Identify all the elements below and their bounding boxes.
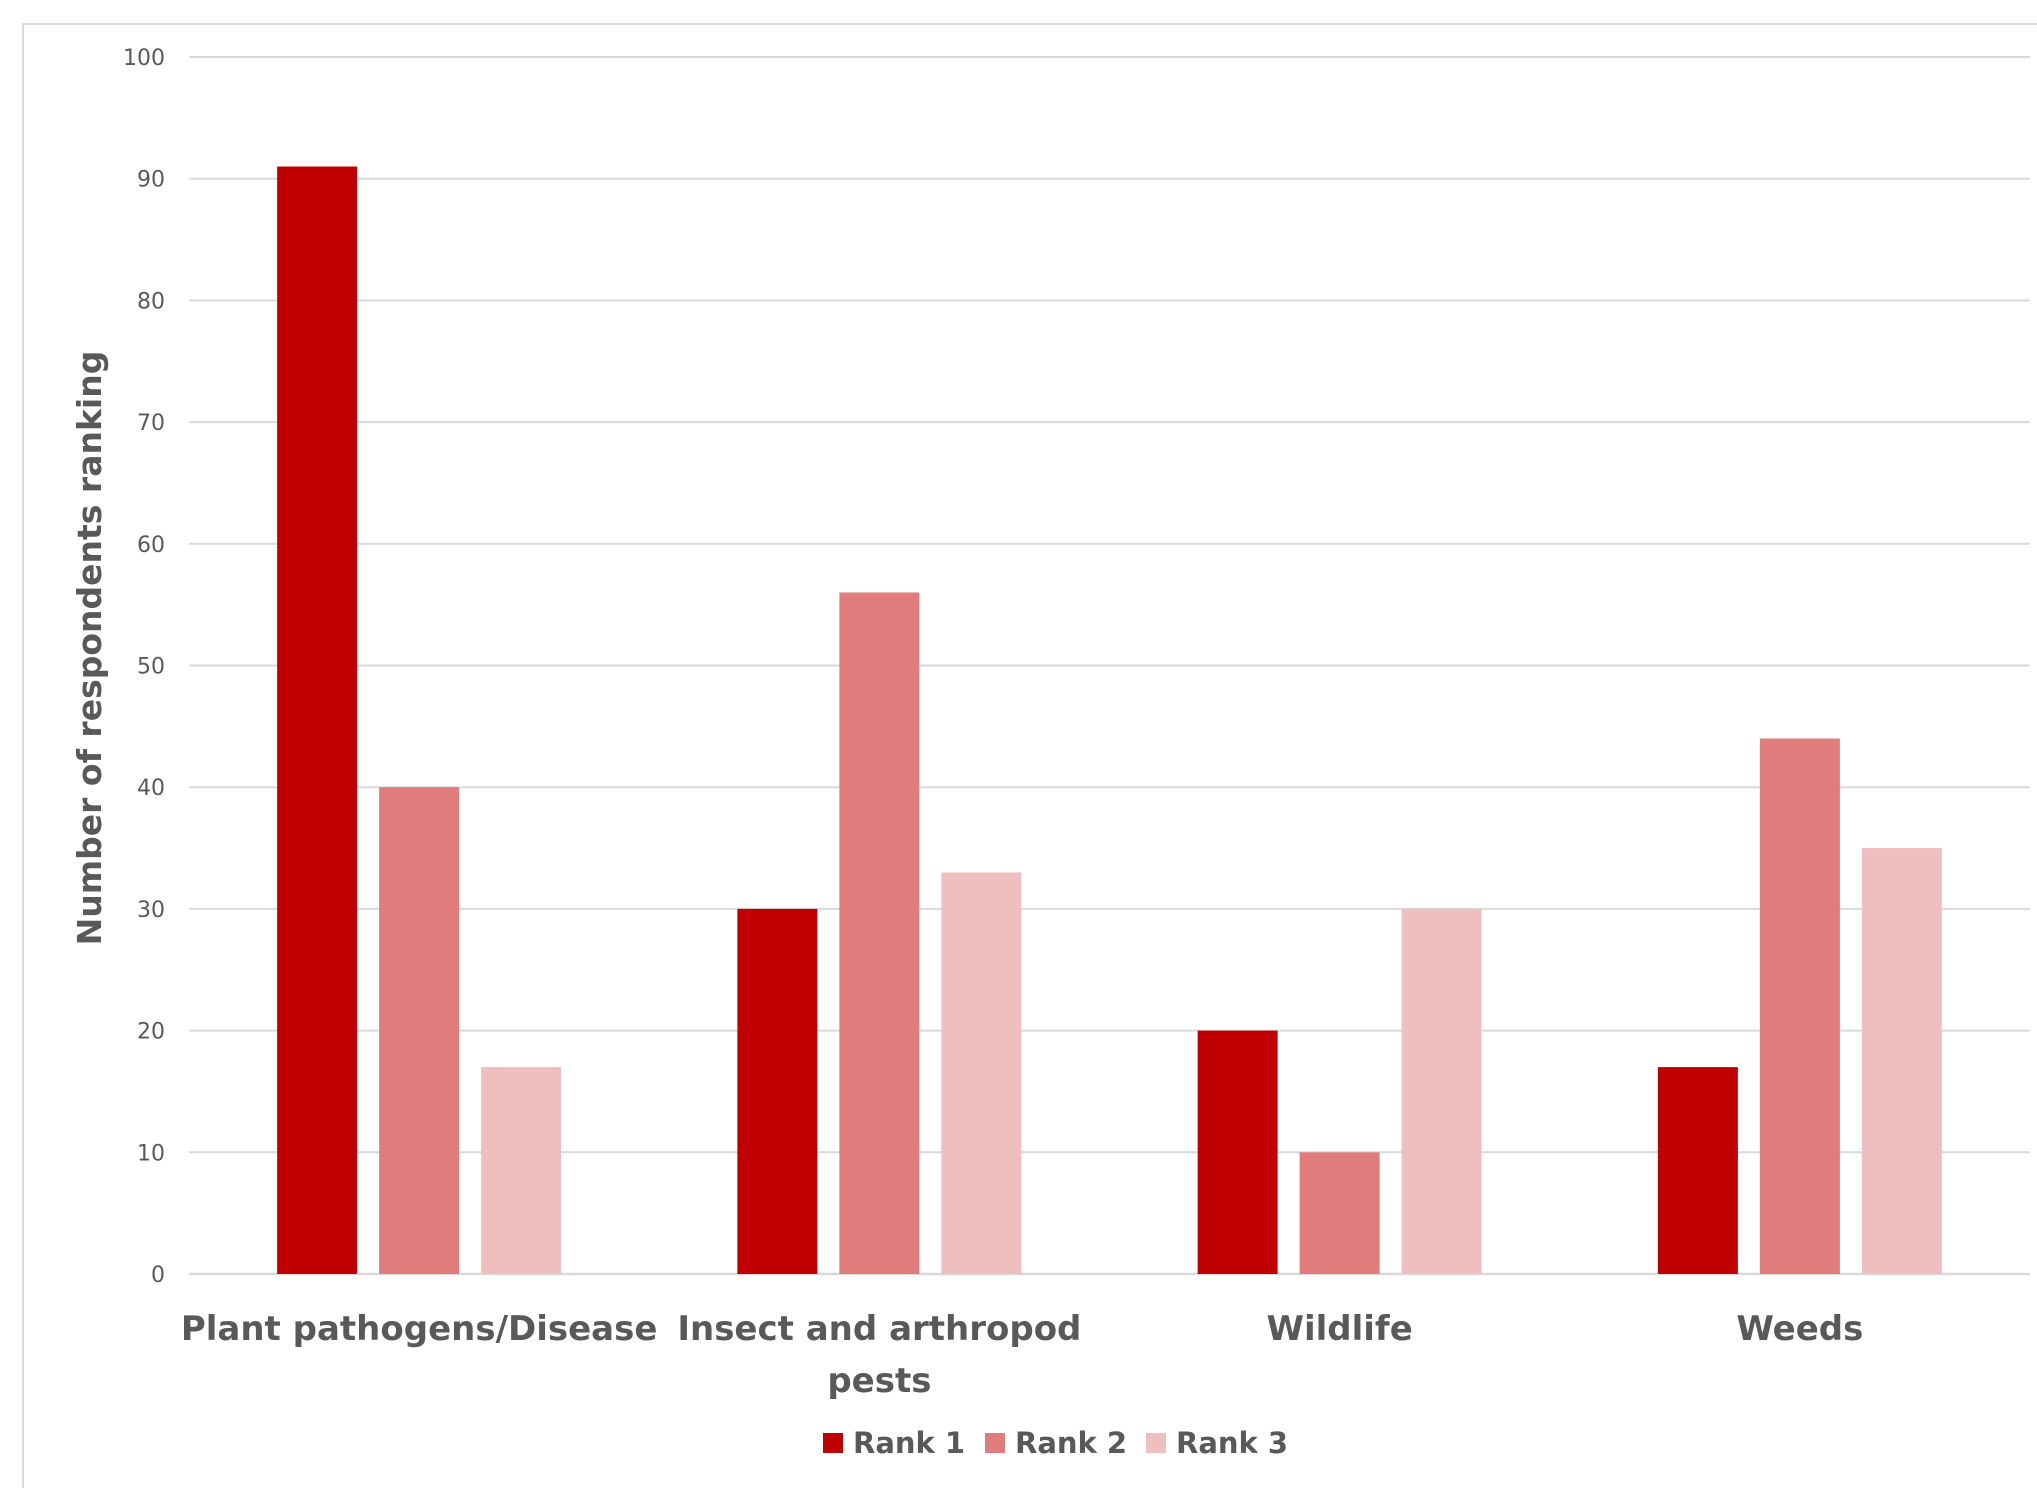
bar-rank-2	[839, 592, 920, 1274]
legend-swatch	[985, 1433, 1005, 1453]
x-category-label-line: Wildlife	[1266, 1309, 1412, 1349]
y-tick-label: 30	[137, 898, 165, 923]
y-tick-label: 80	[137, 289, 165, 314]
legend-swatch	[1146, 1433, 1166, 1453]
y-tick-label: 90	[137, 168, 165, 193]
y-axis-ticks: 0 10 20 30 40 50 60 70 80 90 100	[123, 46, 165, 1288]
x-category-label: Wildlife	[1266, 1309, 1412, 1349]
bar-rank-1	[1197, 1030, 1278, 1274]
x-category-label: Weeds	[1736, 1309, 1863, 1349]
y-tick-label: 10	[137, 1141, 165, 1166]
bar-rank-1	[737, 908, 818, 1274]
y-axis-title: Number of respondents ranking	[70, 351, 109, 946]
bar-rank-2	[1299, 1152, 1380, 1274]
legend-label: Rank 1	[853, 1426, 965, 1460]
y-tick-label: 40	[137, 776, 165, 801]
x-category-label-line: pests	[827, 1361, 931, 1401]
bar-rank-3	[941, 872, 1022, 1274]
bar-rank-3	[1401, 908, 1482, 1274]
bars	[277, 166, 1942, 1274]
legend-swatch	[823, 1433, 843, 1453]
bar-rank-1	[1657, 1067, 1738, 1274]
x-category-label: Plant pathogens/Disease	[181, 1309, 658, 1349]
bar-rank-2	[379, 787, 460, 1274]
bar-rank-3	[481, 1067, 562, 1274]
y-tick-label: 20	[137, 1020, 165, 1045]
x-category-label-line: Weeds	[1736, 1309, 1863, 1349]
y-tick-label: 100	[123, 46, 165, 71]
bar-rank-3	[1861, 848, 1942, 1274]
y-tick-label: 50	[137, 655, 165, 680]
legend-label: Rank 3	[1176, 1426, 1288, 1460]
bar-rank-1	[277, 166, 358, 1274]
y-tick-label: 60	[137, 533, 165, 558]
x-category-label-line: Insect and arthropod	[677, 1309, 1081, 1349]
y-tick-label: 70	[137, 411, 165, 436]
bar-rank-2	[1759, 738, 1840, 1274]
legend: Rank 1 Rank 2 Rank 3	[823, 1426, 1288, 1460]
x-category-label: Insect and arthropod pests	[677, 1309, 1081, 1401]
x-axis-categories: Plant pathogens/Disease Insect and arthro…	[181, 1309, 1864, 1401]
legend-label: Rank 2	[1015, 1426, 1127, 1460]
y-tick-label: 0	[151, 1263, 165, 1288]
x-category-label-line: Plant pathogens/Disease	[181, 1309, 658, 1349]
